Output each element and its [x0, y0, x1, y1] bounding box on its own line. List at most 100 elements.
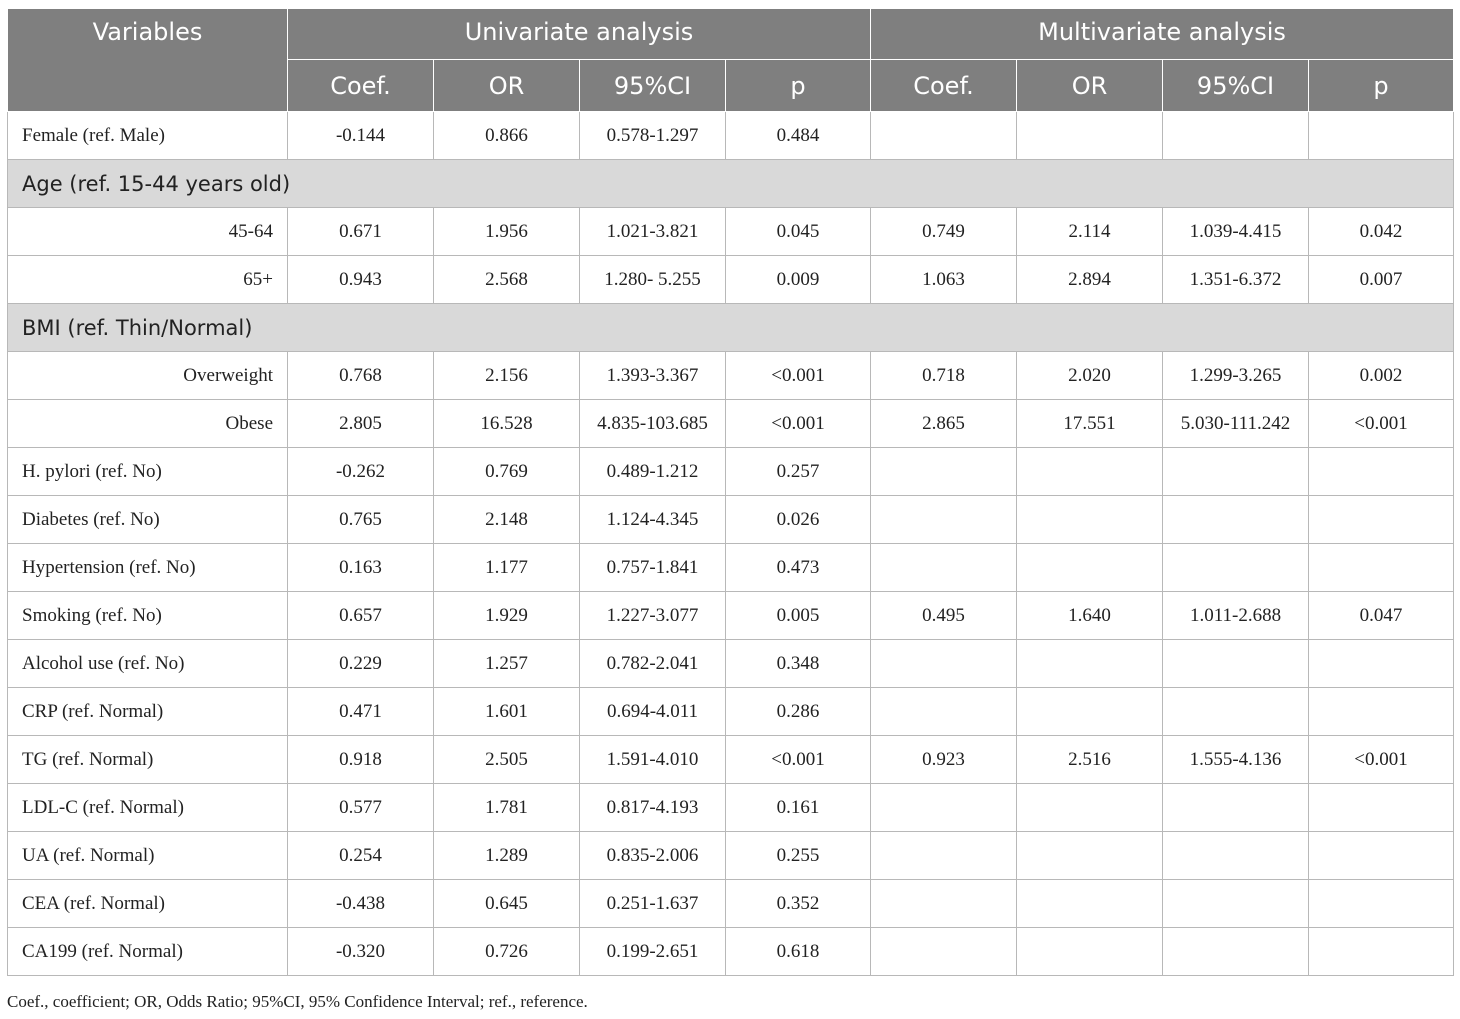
multivariate-p-cell: 0.007 [1308, 255, 1455, 304]
multivariate-p-cell: <0.001 [1308, 735, 1455, 784]
univariate-or-cell: 2.148 [433, 495, 580, 544]
multivariate-or-cell [1016, 543, 1164, 592]
univariate-coef-cell: -0.262 [287, 447, 434, 496]
multivariate-ci-cell: 1.011-2.688 [1162, 591, 1310, 640]
multivariate-coef-cell [870, 639, 1018, 688]
table-row: UA (ref. Normal) 0.254 1.289 0.835-2.006 0.2… [7, 831, 1455, 880]
header-m-coef: Coef. [870, 59, 1018, 112]
univariate-coef-cell: 0.918 [287, 735, 434, 784]
multivariate-ci-cell [1162, 927, 1310, 976]
multivariate-or-cell: 2.020 [1016, 351, 1164, 400]
univariate-coef-cell: 0.765 [287, 495, 434, 544]
multivariate-or-cell [1016, 927, 1164, 976]
header-m-ci: 95%CI [1162, 59, 1310, 112]
univariate-p-cell: 0.026 [724, 495, 872, 544]
header-multivariate: Multivariate analysis [870, 8, 1455, 60]
variable-label: TG (ref. Normal) [7, 735, 288, 784]
univariate-p-cell: 0.257 [724, 447, 872, 496]
multivariate-p-cell [1308, 639, 1455, 688]
multivariate-or-cell: 2.114 [1016, 207, 1164, 256]
multivariate-or-cell [1016, 783, 1164, 832]
univariate-coef-cell: 0.254 [287, 831, 434, 880]
multivariate-ci-cell: 1.299-3.265 [1162, 351, 1310, 400]
univariate-coef-cell: 0.229 [287, 639, 434, 688]
univariate-or-cell: 16.528 [433, 399, 580, 448]
regression-table-container: Variables Univariate analysis Multivaria… [6, 8, 1455, 976]
variable-label: CA199 (ref. Normal) [7, 927, 288, 976]
univariate-or-cell: 1.289 [433, 831, 580, 880]
univariate-ci-cell: 1.227-3.077 [579, 591, 726, 640]
variable-label: 45-64 [7, 207, 288, 256]
multivariate-coef-cell: 0.923 [870, 735, 1018, 784]
header-u-ci: 95%CI [579, 59, 726, 112]
univariate-coef-cell: -0.144 [287, 111, 434, 160]
multivariate-ci-cell [1162, 447, 1310, 496]
table-body: Female (ref. Male) -0.144 0.866 0.578-1.297… [6, 111, 1455, 976]
univariate-coef-cell: 2.805 [287, 399, 434, 448]
univariate-p-cell: 0.009 [724, 255, 872, 304]
multivariate-or-cell: 2.894 [1016, 255, 1164, 304]
table-row: Hypertension (ref. No) 0.163 1.177 0.757-1.… [7, 543, 1455, 592]
multivariate-ci-cell: 1.039-4.415 [1162, 207, 1310, 256]
variable-label: Smoking (ref. No) [7, 591, 288, 640]
header-univariate: Univariate analysis [286, 8, 872, 60]
univariate-or-cell: 2.505 [433, 735, 580, 784]
univariate-or-cell: 1.956 [433, 207, 580, 256]
variable-label: Alcohol use (ref. No) [7, 639, 288, 688]
multivariate-p-cell [1308, 687, 1455, 736]
multivariate-p-cell: 0.042 [1308, 207, 1455, 256]
section-label: BMI (ref. Thin/Normal) [6, 303, 1455, 352]
multivariate-coef-cell [870, 447, 1018, 496]
table-row: Alcohol use (ref. No) 0.229 1.257 0.782-2.0… [7, 639, 1455, 688]
header-u-coef: Coef. [287, 59, 434, 112]
header-u-p: p [724, 59, 872, 112]
univariate-or-cell: 1.929 [433, 591, 580, 640]
table-row: Diabetes (ref. No) 0.765 2.148 1.124-4.345 0… [7, 495, 1455, 544]
univariate-ci-cell: 1.393-3.367 [579, 351, 726, 400]
multivariate-ci-cell [1162, 831, 1310, 880]
multivariate-coef-cell [870, 543, 1018, 592]
univariate-p-cell: 0.286 [724, 687, 872, 736]
variable-label: 65+ [7, 255, 288, 304]
multivariate-ci-cell [1162, 879, 1310, 928]
multivariate-or-cell: 17.551 [1016, 399, 1164, 448]
multivariate-p-cell [1308, 111, 1455, 160]
multivariate-ci-cell [1162, 543, 1310, 592]
multivariate-coef-cell [870, 687, 1018, 736]
multivariate-coef-cell: 0.749 [870, 207, 1018, 256]
multivariate-or-cell [1016, 879, 1164, 928]
univariate-ci-cell: 0.578-1.297 [579, 111, 726, 160]
univariate-ci-cell: 0.757-1.841 [579, 543, 726, 592]
univariate-coef-cell: 0.471 [287, 687, 434, 736]
multivariate-coef-cell: 0.495 [870, 591, 1018, 640]
univariate-p-cell: 0.005 [724, 591, 872, 640]
univariate-or-cell: 0.645 [433, 879, 580, 928]
variable-label: LDL-C (ref. Normal) [7, 783, 288, 832]
multivariate-or-cell [1016, 831, 1164, 880]
table-row: CEA (ref. Normal) -0.438 0.645 0.251-1.637 0… [7, 879, 1455, 928]
multivariate-ci-cell [1162, 495, 1310, 544]
univariate-ci-cell: 1.591-4.010 [579, 735, 726, 784]
section-row: BMI (ref. Thin/Normal) [6, 303, 1455, 352]
table-row: 45-64 0.671 1.956 1.021-3.821 0.045 0.749 2.11… [7, 207, 1455, 256]
variable-label: H. pylori (ref. No) [7, 447, 288, 496]
multivariate-or-cell [1016, 447, 1164, 496]
regression-table: Variables Univariate analysis Multivaria… [6, 8, 1455, 976]
multivariate-coef-cell [870, 495, 1018, 544]
multivariate-p-cell [1308, 831, 1455, 880]
multivariate-or-cell: 1.640 [1016, 591, 1164, 640]
multivariate-ci-cell: 1.351-6.372 [1162, 255, 1310, 304]
multivariate-coef-cell [870, 111, 1018, 160]
variable-label: CRP (ref. Normal) [7, 687, 288, 736]
multivariate-coef-cell [870, 927, 1018, 976]
variable-label: Overweight [7, 351, 288, 400]
variable-label: Diabetes (ref. No) [7, 495, 288, 544]
multivariate-p-cell: 0.047 [1308, 591, 1455, 640]
multivariate-p-cell [1308, 879, 1455, 928]
univariate-or-cell: 1.257 [433, 639, 580, 688]
variable-label: Obese [7, 399, 288, 448]
univariate-p-cell: 0.161 [724, 783, 872, 832]
table-row: CA199 (ref. Normal) -0.320 0.726 0.199-2.65… [7, 927, 1455, 976]
multivariate-ci-cell [1162, 111, 1310, 160]
univariate-or-cell: 0.866 [433, 111, 580, 160]
